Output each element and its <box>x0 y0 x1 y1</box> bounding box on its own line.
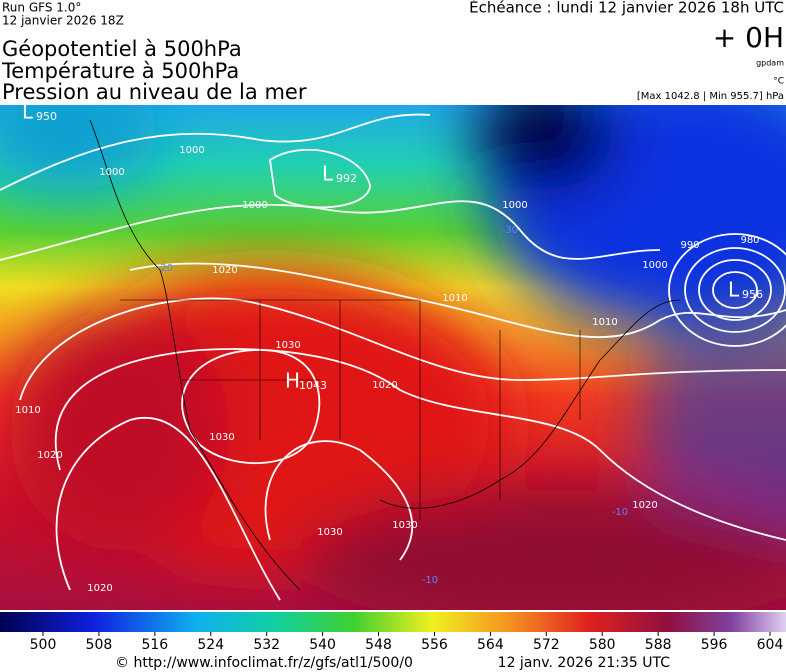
footer-source: © http://www.infoclimat.fr/z/gfs/atl1/50… <box>115 655 413 671</box>
isobar-label: 1030 <box>317 527 342 538</box>
footer-timestamp: 12 janv. 2026 21:35 UTC <box>498 655 671 671</box>
colorbar-tick-label: 604 <box>757 637 784 653</box>
pressure-center-value: 992 <box>336 172 357 185</box>
isobar-label: 1020 <box>372 380 397 391</box>
colorbar-tick-label: 596 <box>701 637 728 653</box>
isobar-label: 990 <box>680 240 699 251</box>
pressure-center-value: 950 <box>36 110 57 123</box>
isobar-label: 1010 <box>592 317 617 328</box>
isobar-label: 1000 <box>179 145 204 156</box>
colorbar-tick-label: 580 <box>589 637 616 653</box>
temperature-label: -10 <box>422 575 438 586</box>
title: Température à 500hPa <box>1 59 239 83</box>
colorbar-tick-label: 588 <box>645 637 672 653</box>
pressure-center-value: 956 <box>742 288 763 301</box>
colorbar-tick-label: 548 <box>365 637 392 653</box>
isobar-label: 1000 <box>502 200 527 211</box>
colorbar-tick-label: 556 <box>421 637 448 653</box>
isobar-label: 1000 <box>242 200 267 211</box>
colorbar <box>0 612 786 632</box>
unit-gpdam: gpdam <box>756 59 784 68</box>
isobar-label: 1020 <box>87 583 112 594</box>
colorbar-tick-label: 540 <box>309 637 336 653</box>
colorbar-tick-label: 572 <box>533 637 560 653</box>
isobar-label: 1020 <box>212 265 237 276</box>
pressure-center-letter: H <box>285 369 300 393</box>
isobar-label: 980 <box>740 235 759 246</box>
title: Géopotentiel à 500hPa <box>2 37 242 61</box>
echeance: Échéance : lundi 12 janvier 2026 18h UTC <box>469 0 784 17</box>
pressure-center-letter: L <box>22 100 34 124</box>
title: Pression au niveau de la mer <box>2 80 307 104</box>
colorbar-tick-label: 564 <box>477 637 504 653</box>
isobar-label: 1030 <box>275 340 300 351</box>
temperature-label: -30 <box>502 225 518 236</box>
isobar-label: 1020 <box>632 500 657 511</box>
pressure-range: [Max 1042.8 | Min 955.7] hPa <box>637 91 784 102</box>
unit-celsius: °C <box>773 77 784 87</box>
isobar-label: 1000 <box>642 260 667 271</box>
run-date: 12 janvier 2026 18Z <box>2 14 124 28</box>
pressure-center-letter: L <box>728 278 740 302</box>
colorbar-tick-label: 524 <box>197 637 224 653</box>
isobar-label: 1020 <box>37 450 62 461</box>
isobar-label: 1010 <box>15 405 40 416</box>
isobar-label: 1030 <box>392 520 417 531</box>
lead-time: + 0H <box>713 21 784 54</box>
colorbar-tick-label: 500 <box>30 637 57 653</box>
isobar-label: 1010 <box>442 293 467 304</box>
isobar-label: 1000 <box>99 167 124 178</box>
temperature-label: -20 <box>157 263 173 274</box>
colorbar-tick-label: 516 <box>141 637 168 653</box>
run-label: Run GFS 1.0° <box>2 1 81 15</box>
colorbar-tick-label: 532 <box>253 637 280 653</box>
temperature-label: -10 <box>612 507 628 518</box>
pressure-center-value: 1043 <box>299 379 327 392</box>
pressure-center-letter: L <box>322 162 334 186</box>
isobar-label: 1030 <box>209 432 234 443</box>
colorbar-tick-label: 508 <box>86 637 113 653</box>
